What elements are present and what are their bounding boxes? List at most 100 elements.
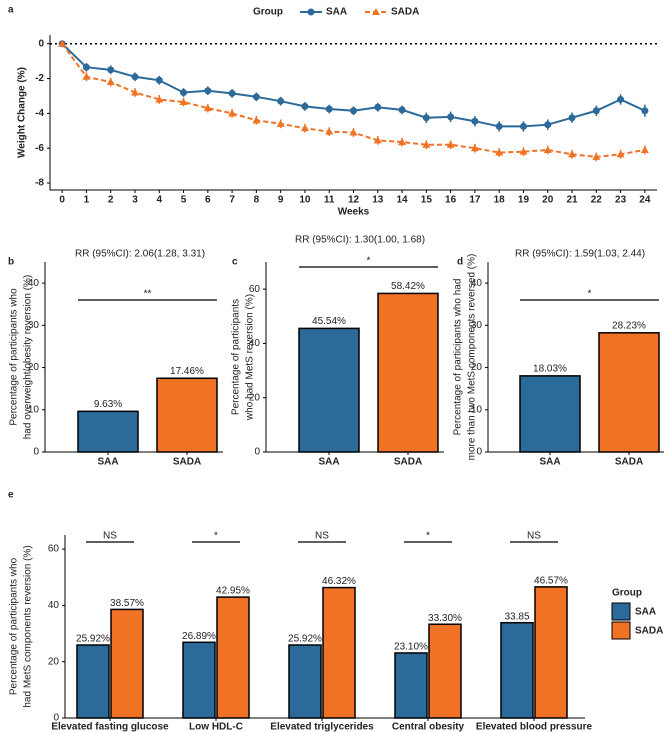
value-label: 23.10% [394,642,428,653]
marker [568,150,577,158]
x-tick-label: 15 [421,195,433,206]
panel-letter: b [8,257,14,268]
marker [300,124,309,132]
annotation: RR (95%CI): 2.06(1.28, 3.31) [75,249,205,260]
bar [394,652,428,719]
marker [398,106,406,114]
x-tick-label: 23 [615,195,627,206]
y-axis-title: more than two MetS components reversed (… [467,254,478,461]
marker [568,114,576,122]
x-tick-label: SADA [615,457,643,468]
value-label: 17.46% [170,366,204,377]
marker [592,152,601,160]
marker [252,116,261,124]
y-axis-title: had overweight/obesity reversion (%) [23,275,34,440]
marker [398,138,407,146]
y-axis-title: Percentage of participants [231,299,242,415]
x-tick-label: 19 [518,195,530,206]
value-label: 18.03% [533,364,567,375]
marker [107,66,115,74]
x-tick-label: SAA [539,457,560,468]
marker [325,105,333,113]
y-tick-label: 0 [254,447,260,458]
value-label: 33.85 [504,611,529,622]
x-tick-label: 24 [639,195,651,206]
marker [349,128,358,136]
y-tick-label: 20 [28,362,40,373]
marker [373,136,382,144]
x-tick-label: Elevated fasting glucose [51,722,169,732]
marker [495,122,503,130]
marker [58,39,67,47]
x-tick-label: 20 [542,195,554,206]
significance: * [367,256,371,267]
x-tick-label: 18 [494,195,506,206]
marker [446,140,455,148]
legend-label: SADA [635,626,663,637]
marker [228,89,236,97]
x-tick-label: 21 [566,195,578,206]
significance: ** [144,289,152,300]
x-tick-label: Elevated triglycerides [270,722,374,732]
x-tick-label: Low HDL-C [189,722,243,732]
legend-title: Group [612,588,642,599]
y-tick-label: 60 [48,544,60,555]
marker [131,73,139,81]
marker [204,87,212,95]
panel-letter: d [457,257,463,268]
y-tick-label: -4 [35,108,44,119]
marker [155,95,164,103]
legend-label: SADA [391,7,419,18]
marker [617,95,625,103]
significance: NS [527,531,541,542]
value-label: 46.32% [322,576,356,587]
marker [374,103,382,111]
annotation: RR (95%CI): 1.30(1.00, 1.68) [295,235,425,246]
marker [447,113,455,121]
marker [544,121,552,129]
marker [180,88,188,96]
marker [471,117,479,125]
x-axis-title: Weeks [338,207,370,218]
legend-swatch [611,602,631,621]
significance: * [214,531,218,542]
x-tick-label: 14 [396,195,408,206]
marker [519,122,527,130]
y-tick-label: 0 [38,38,44,49]
marker [470,144,479,152]
marker [592,107,600,115]
x-tick-label: 10 [299,195,311,206]
annotation: RR (95%CI): 1.59(1.03, 2.44) [515,249,645,260]
y-axis-title: Percentage of participants who had [453,279,464,436]
value-label: 38.57% [110,598,144,609]
bar [77,410,139,453]
x-tick-label: 4 [156,195,162,206]
x-tick-label: 12 [348,195,360,206]
legend-title: Group [253,7,283,18]
marker [252,93,260,101]
significance: NS [103,531,117,542]
marker [641,107,649,115]
value-label: 25.92% [288,634,322,645]
value-label: 58.42% [391,281,425,292]
marker [640,145,649,153]
y-tick-label: 20 [471,362,483,373]
x-tick-label: 22 [591,195,603,206]
x-tick-label: 5 [181,195,187,206]
bar [322,586,356,719]
y-axis-title: Percentage of participants who [9,288,20,426]
bar [110,608,144,719]
y-tick-label: 40 [249,338,261,349]
marker [277,97,285,105]
value-label: 33.30% [428,613,462,624]
legend-label: SAA [635,607,656,618]
x-tick-label: 7 [229,195,235,206]
axis-line [49,35,657,191]
x-tick-label: SAA [318,457,339,468]
marker [616,150,625,158]
bar [76,644,110,719]
x-tick-label: SAA [97,457,118,468]
y-axis-title: had MetS components reversion (%) [23,545,34,707]
y-tick-label: 10 [28,404,40,415]
legend-marker [307,8,315,16]
